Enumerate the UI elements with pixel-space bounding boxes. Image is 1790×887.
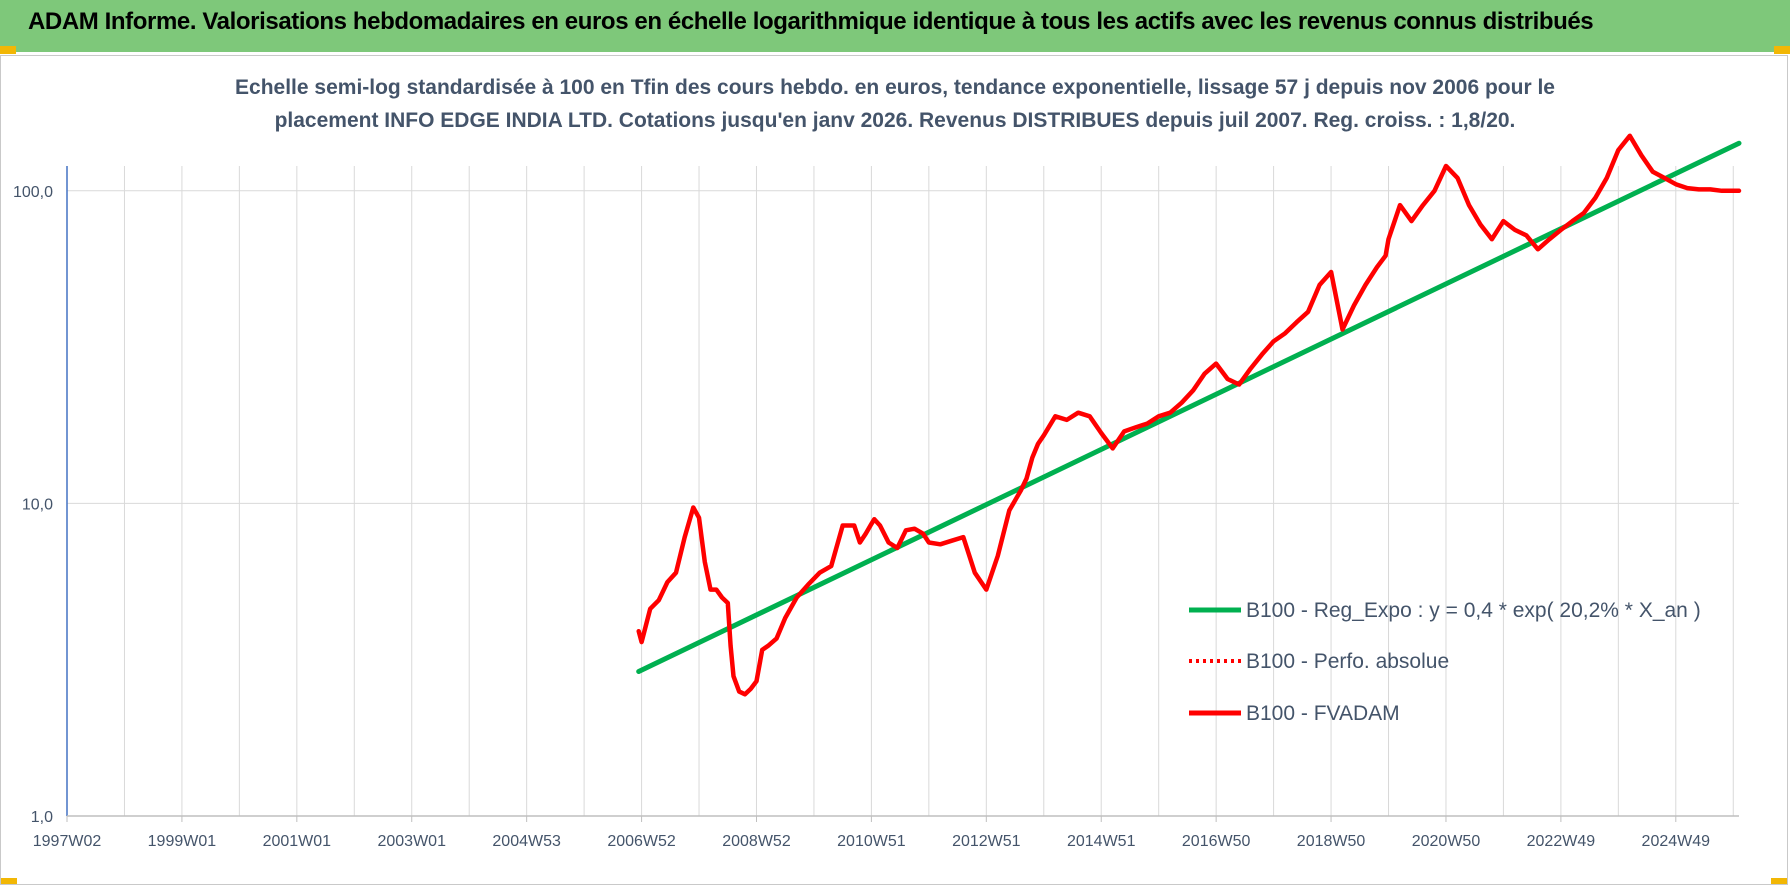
legend-label-fvadam-line: B100 - FVADAM <box>1246 702 1400 725</box>
legend-label-perfo-absolue-line: B100 - Perfo. absolue <box>1246 650 1449 673</box>
chart-subtitle-line: placement INFO EDGE INDIA LTD. Cotations… <box>275 109 1516 132</box>
x-tick-label: 2018W50 <box>1297 833 1366 850</box>
y-tick-label: 100,0 <box>13 184 53 201</box>
x-tick-label: 2022W49 <box>1527 833 1596 850</box>
x-tick-label: 2003W01 <box>377 833 446 850</box>
legend-label-regression-line: B100 - Reg_Expo : y = 0,4 * exp( 20,2% *… <box>1246 599 1701 622</box>
chart-svg: Echelle semi-log standardisée à 100 en T… <box>13 76 1742 850</box>
chart-legend[interactable]: B100 - Reg_Expo : y = 0,4 * exp( 20,2% *… <box>1189 599 1701 725</box>
fvadam-line <box>636 133 1742 697</box>
x-tick-label: 2001W01 <box>263 833 332 850</box>
corner-marker-right <box>1774 46 1790 54</box>
corner-marker-left <box>0 46 16 54</box>
corner-marker-bottom-right <box>1771 878 1787 884</box>
chart-axes: 1,0 10,0 100,0 1997W02 1999W01 2001W01 2003W01… <box>13 166 1739 850</box>
y-tick-label: 1,0 <box>31 809 53 826</box>
x-tick-label: 1997W02 <box>33 833 102 850</box>
chart-subtitle: Echelle semi-log standardisée à 100 en T… <box>235 76 1555 132</box>
x-tick-label: 2020W50 <box>1412 833 1481 850</box>
x-tick-label: 2012W51 <box>952 833 1021 850</box>
y-tick-label: 10,0 <box>22 496 53 513</box>
x-tick-label: 2004W53 <box>492 833 561 850</box>
chart-subtitle-line: Echelle semi-log standardisée à 100 en T… <box>235 76 1555 99</box>
regression-line <box>636 140 1742 674</box>
x-tick-label: 2014W51 <box>1067 833 1136 850</box>
x-tick-label: 2016W50 <box>1182 833 1251 850</box>
chart-series <box>636 133 1742 697</box>
x-tick-label: 2008W52 <box>722 833 791 850</box>
x-tick-label: 2010W51 <box>837 833 906 850</box>
chart-gridlines <box>66 166 1739 816</box>
chart-area: Echelle semi-log standardisée à 100 en T… <box>0 55 1788 885</box>
x-tick-label: 1999W01 <box>148 833 217 850</box>
title-bar: ADAM Informe. Valorisations hebdomadaire… <box>0 0 1790 54</box>
x-tick-label: 2006W52 <box>607 833 676 850</box>
corner-marker-bottom-left <box>1 878 17 884</box>
x-tick-label: 2024W49 <box>1642 833 1711 850</box>
page-title: ADAM Informe. Valorisations hebdomadaire… <box>28 8 1594 35</box>
